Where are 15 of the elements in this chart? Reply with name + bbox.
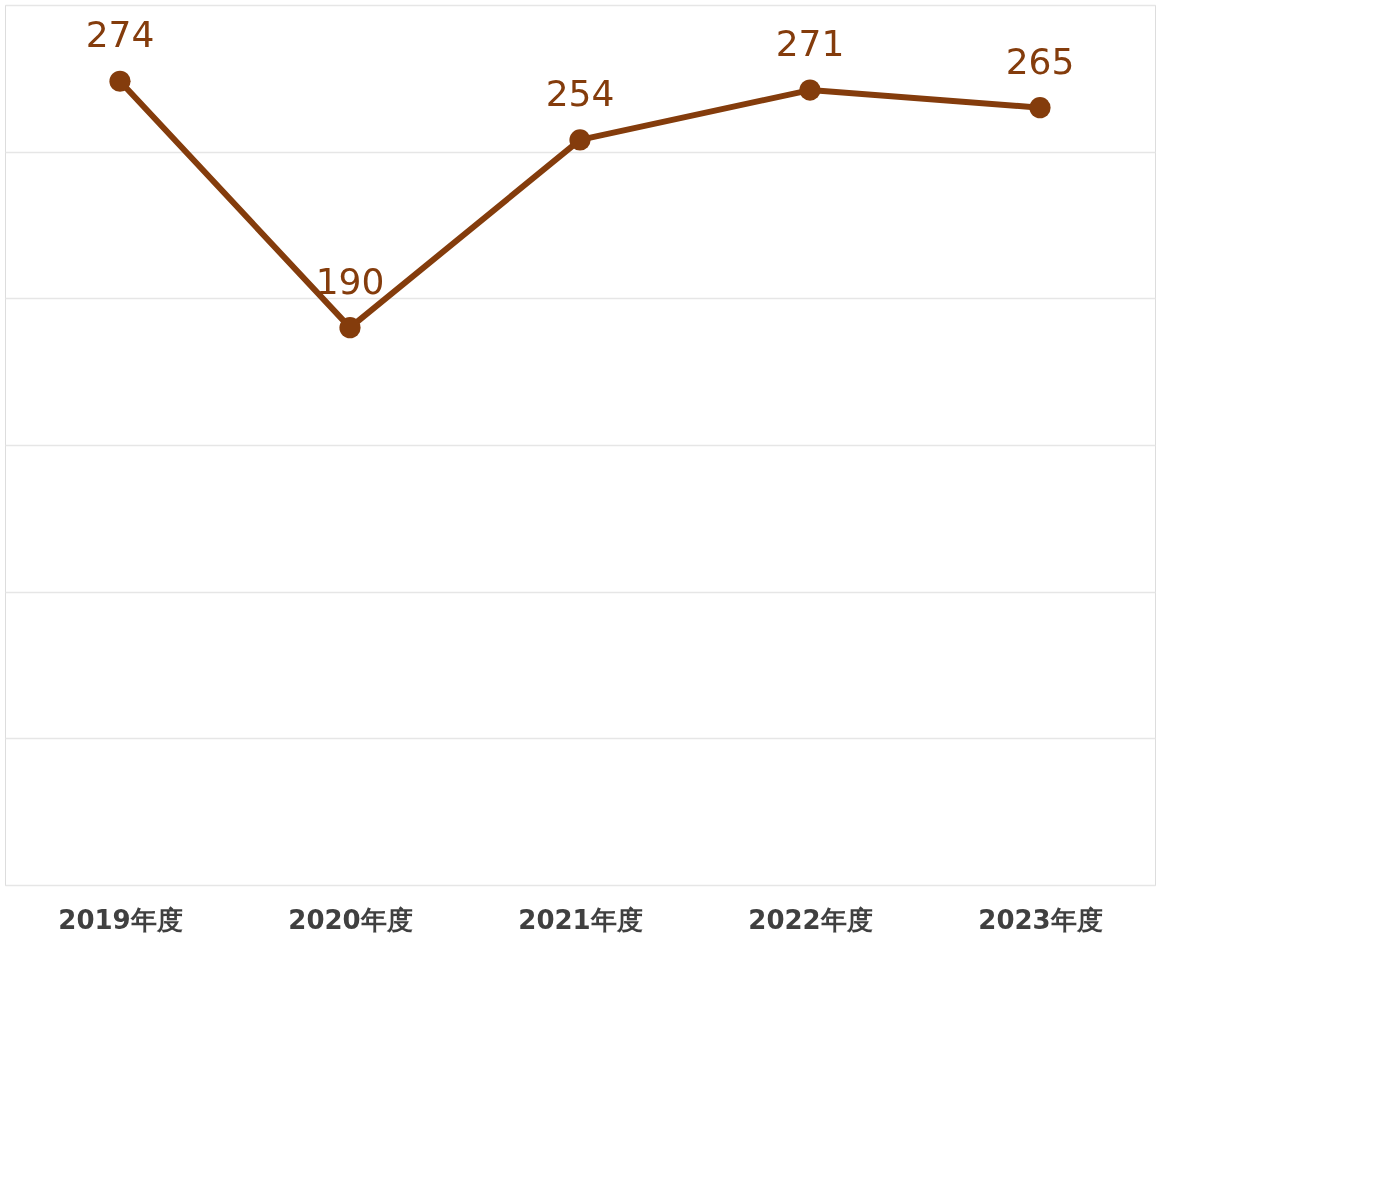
x-tick-label: 2020年度 xyxy=(288,904,413,935)
x-tick-label: 2019年度 xyxy=(58,904,183,935)
point xyxy=(569,129,591,151)
data-label: 254 xyxy=(545,72,615,114)
x-tick-label: 2022年度 xyxy=(748,904,873,935)
x-tick-label: 2023年度 xyxy=(978,904,1103,935)
data-label: 190 xyxy=(315,260,385,302)
point xyxy=(1029,97,1051,119)
point xyxy=(109,70,131,92)
data-label: 274 xyxy=(85,14,155,56)
data-label: 265 xyxy=(1005,40,1075,82)
x-tick-label: 2021年度 xyxy=(518,904,643,935)
point xyxy=(339,317,361,339)
point xyxy=(799,79,821,101)
data-label: 271 xyxy=(775,23,845,65)
